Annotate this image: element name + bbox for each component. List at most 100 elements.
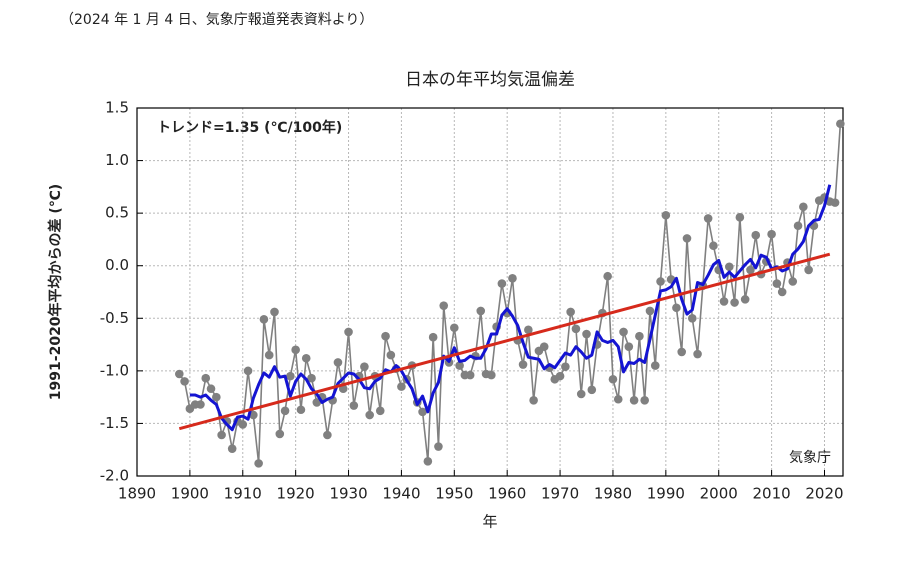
data-point xyxy=(561,362,570,371)
data-point xyxy=(476,306,486,316)
data-point xyxy=(772,279,782,288)
x-tick-label: 1950 xyxy=(435,485,473,503)
data-point xyxy=(344,327,353,337)
data-point xyxy=(793,221,803,231)
plot-frame xyxy=(136,107,844,477)
data-point xyxy=(201,373,211,383)
data-point xyxy=(180,377,189,386)
data-point xyxy=(682,234,692,243)
data-point xyxy=(365,410,374,420)
x-tick-label: 1910 xyxy=(224,485,262,503)
data-point xyxy=(613,394,623,404)
x-tick-label: 1940 xyxy=(382,485,420,503)
data-point xyxy=(677,347,687,357)
x-tick-label: 1990 xyxy=(647,485,685,503)
data-point xyxy=(788,277,798,286)
data-point xyxy=(608,374,618,384)
data-point xyxy=(497,279,507,288)
data-point xyxy=(719,297,729,306)
data-point xyxy=(740,295,750,304)
y-tick-label: 1.5 xyxy=(105,99,129,117)
data-point xyxy=(360,362,369,371)
data-point xyxy=(724,262,734,272)
data-point xyxy=(455,361,464,370)
y-tick-label: 1.0 xyxy=(105,151,129,169)
data-point xyxy=(799,202,808,212)
running-mean-line xyxy=(189,184,832,432)
trend-line xyxy=(178,252,831,431)
x-axis-label: 年 xyxy=(482,513,497,531)
data-point xyxy=(286,371,295,381)
data-point xyxy=(275,429,285,439)
source-note: （2024 年 1 月 4 日、気象庁報道発表資料より） xyxy=(60,12,373,28)
y-tick-label: -2.0 xyxy=(100,467,129,485)
data-point xyxy=(243,366,253,376)
y-tick-label: -1.0 xyxy=(100,361,129,379)
x-tick-label: 2020 xyxy=(805,485,843,503)
x-tick-label: 1900 xyxy=(171,485,209,503)
data-point xyxy=(645,306,655,316)
chart-title: 日本の年平均気温偏差 xyxy=(405,70,575,90)
data-point xyxy=(582,329,591,339)
data-point xyxy=(428,332,438,342)
data-point xyxy=(650,361,660,370)
data-point xyxy=(349,401,359,410)
annual-line xyxy=(178,123,842,465)
data-point xyxy=(264,350,274,360)
data-point xyxy=(418,407,427,417)
data-point xyxy=(587,385,597,395)
data-point xyxy=(291,345,300,355)
data-point xyxy=(307,373,316,383)
data-point xyxy=(746,265,755,275)
source-label: 気象庁 xyxy=(789,450,831,466)
data-point xyxy=(777,287,787,297)
data-point xyxy=(217,430,226,440)
x-tick-label: 2000 xyxy=(700,485,738,503)
data-point xyxy=(206,384,216,394)
data-point xyxy=(196,400,205,409)
data-point xyxy=(730,298,739,307)
x-tick-label: 2010 xyxy=(753,485,791,503)
data-point xyxy=(603,271,612,281)
data-point xyxy=(539,342,549,351)
data-point xyxy=(656,277,665,286)
annotation: トレンド=1.35 (℃/100年) xyxy=(157,119,342,136)
data-point xyxy=(487,370,496,380)
x-tick-label: 1930 xyxy=(329,485,367,503)
data-point xyxy=(450,323,459,333)
data-point xyxy=(270,307,279,317)
data-point xyxy=(280,406,290,416)
data-point xyxy=(624,342,634,351)
data-point xyxy=(375,406,385,416)
data-point xyxy=(524,325,533,335)
data-point xyxy=(576,389,586,399)
data-point xyxy=(661,210,671,220)
data-point xyxy=(423,456,433,466)
data-point xyxy=(830,198,840,207)
data-point xyxy=(629,395,639,405)
data-point xyxy=(767,229,776,239)
data-point xyxy=(529,395,538,405)
data-point xyxy=(323,430,332,440)
data-point xyxy=(397,382,406,391)
x-tick-label: 1960 xyxy=(488,485,526,503)
data-point xyxy=(751,230,761,240)
data-point xyxy=(693,349,702,359)
x-tick-label: 1890 xyxy=(118,485,156,503)
data-point xyxy=(508,274,517,283)
data-point xyxy=(439,301,449,310)
data-point xyxy=(296,405,306,415)
data-point xyxy=(836,119,845,129)
data-point xyxy=(735,213,745,222)
data-point xyxy=(465,370,475,380)
data-point xyxy=(381,331,390,341)
data-point xyxy=(804,265,813,275)
y-tick-label: -0.5 xyxy=(100,309,129,327)
data-point xyxy=(227,444,237,453)
data-point xyxy=(518,360,528,369)
y-tick-label: 0.5 xyxy=(105,204,129,222)
data-point xyxy=(301,353,311,363)
data-point xyxy=(687,313,697,323)
data-point xyxy=(333,358,343,367)
